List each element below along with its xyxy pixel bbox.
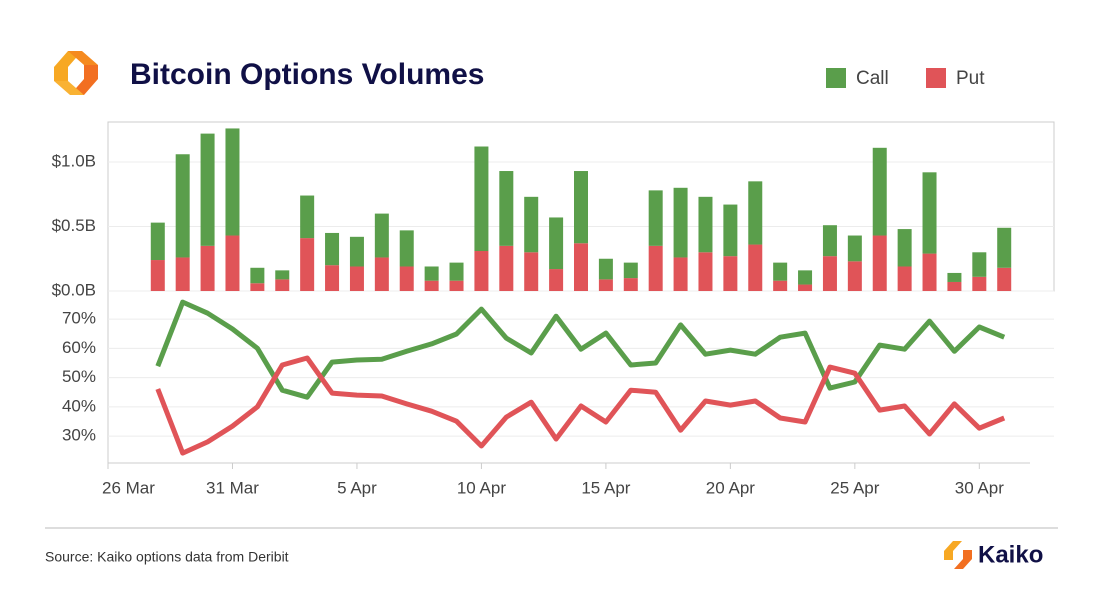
y-tick-label: 50% [62,367,96,386]
bar-segment [922,253,937,291]
legend-label: Call [856,68,889,89]
bar-segment [474,146,489,252]
bar-segment [300,238,315,291]
bar-segment [872,147,887,236]
bar-segment [947,272,962,282]
bar-segment [150,260,165,291]
bar-segment [947,281,962,291]
y-tick-label: 70% [62,309,96,328]
bar-segment [449,262,464,281]
source-note: Source: Kaiko options data from Deribit [45,549,289,565]
bar-segment [449,280,464,291]
bar-segment [524,252,539,291]
bar-segment [972,252,987,277]
line-series [155,355,1006,456]
y-tick-label: $0.0B [52,280,96,299]
brand-logo [944,541,972,569]
bar-segment [349,266,364,291]
bar-segment [822,256,837,291]
bar-segment [972,276,987,291]
bar-segment [200,245,215,291]
y-tick-label: $0.5B [52,216,96,235]
bar-segment [275,279,290,291]
x-tick-label: 31 Mar [206,478,259,497]
bar-segment [748,181,763,245]
bar-segment [574,243,588,291]
x-tick-label: 25 Apr [830,478,879,497]
bar-segment [225,128,240,236]
bar-segment [275,270,290,280]
bar-segment [822,225,837,257]
chart-title: Bitcoin Options Volumes [130,58,484,91]
x-tick-label: 5 Apr [337,478,377,497]
bar-segment [175,154,190,258]
bar-segment [250,267,265,284]
bar-segment [474,251,489,291]
legend-label: Put [956,68,985,89]
bar-segment [623,262,638,279]
x-tick-label: 15 Apr [581,478,630,497]
bar-segment [922,172,937,254]
bar-segment [748,244,763,291]
bar-segment [175,257,190,291]
bar-segment [847,261,862,291]
bar-segment [424,280,439,291]
bar-segment [349,236,364,267]
bar-segment [673,257,688,291]
bar-segment [300,195,315,239]
bar-segment [673,187,688,258]
logo [54,51,98,95]
bar-segment [798,284,813,291]
bar-segment [598,279,613,291]
bar-segment [374,213,389,258]
bar-segment [424,266,439,281]
bar-segment [773,280,788,291]
legend-swatch [826,68,846,88]
x-tick-label: 10 Apr [457,478,506,497]
bar-segment [698,252,713,291]
bar-segment [648,245,663,291]
bar-segment [997,267,1012,291]
x-tick-label: 26 Mar [102,478,155,497]
bar-segment [872,235,887,291]
bar-segment [723,256,738,291]
bar-segment [773,262,788,281]
bar-segment [723,204,738,257]
bar-segment [598,258,613,280]
bar-segment [623,278,638,291]
bar-segment [399,230,414,267]
bar-segment [250,283,265,291]
bar-segment [200,133,215,246]
y-tick-label: 30% [62,426,96,445]
bar-segment [150,222,165,261]
bar-segment [325,265,340,291]
bar-segment [374,257,389,291]
bar-segment [897,266,912,291]
bar-segment [698,196,713,253]
bar-segment [897,229,912,267]
x-tick-label: 30 Apr [955,478,1004,497]
bar-segment [524,196,539,253]
bar-segment [648,190,663,246]
bar-segment [574,171,588,244]
bar-segment [399,266,414,291]
bar-segment [499,245,514,291]
bar-segment [847,235,862,262]
bar-segment [549,217,564,270]
y-tick-label: $1.0B [52,151,96,170]
bar-segment [997,227,1012,268]
x-tick-label: 20 Apr [706,478,755,497]
y-tick-label: 60% [62,338,96,357]
brand-name: Kaiko [978,541,1043,568]
bar-segment [325,232,340,266]
line-series [155,299,1006,400]
bar-segment [549,269,564,291]
legend-swatch [926,68,946,88]
bar-segment [499,171,514,246]
bar-segment [798,270,813,285]
bar-segment [225,235,240,291]
y-tick-label: 40% [62,396,96,415]
